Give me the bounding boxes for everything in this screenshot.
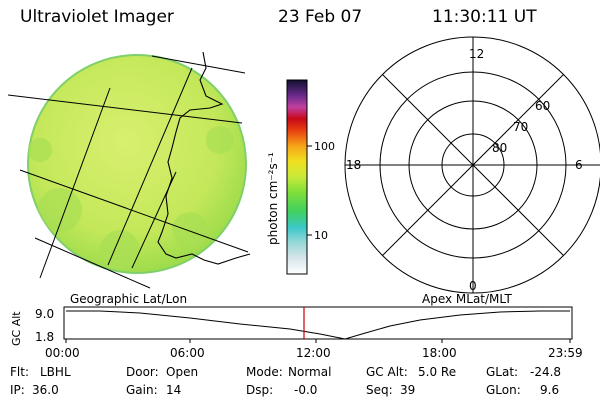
coastline <box>157 51 251 265</box>
altitude-y-high: 9.0 <box>35 307 54 321</box>
altitude-axis-label: GC Alt <box>10 311 23 346</box>
info-door-label: Door: <box>126 365 159 379</box>
date-label: 23 Feb 07 <box>278 7 363 27</box>
colorbar <box>286 79 308 275</box>
info-seq-value: 39 <box>400 383 416 397</box>
info-seq-label: Seq: <box>366 383 393 397</box>
polar-grid <box>344 36 600 294</box>
earth-disk-image <box>27 54 247 274</box>
altitude-x-ticks <box>65 339 571 343</box>
info-dsp-label: Dsp: <box>246 383 274 397</box>
info-glon-label: GLon: <box>486 383 521 397</box>
info-gcalt-label: GC Alt: <box>366 365 408 379</box>
polar-label-80: 80 <box>492 141 507 155</box>
colorbar-ticks <box>307 145 312 236</box>
info-ip-label: IP: <box>10 383 25 397</box>
colorbar-unit-label: photon cm⁻²s⁻¹ <box>266 152 280 245</box>
colorbar-tick-10: 10 <box>314 229 328 242</box>
info-filter-value: LBHL <box>40 365 71 379</box>
info-mode-value: Normal <box>288 365 332 379</box>
time-tick-1200: 12:00 <box>296 346 331 360</box>
polar-label-70: 70 <box>513 120 528 134</box>
info-filter-label: Flt: <box>10 365 29 379</box>
polar-label-12: 12 <box>469 47 484 61</box>
colorbar-tick-100: 100 <box>314 140 335 153</box>
info-gain-value: 14 <box>166 383 182 397</box>
caption-geographic: Geographic Lat/Lon <box>70 292 188 306</box>
altitude-plot-frame <box>63 306 573 340</box>
time-tick-1800: 18:00 <box>422 346 457 360</box>
time-label: 11:30:11 UT <box>432 7 537 27</box>
time-tick-0000: 00:00 <box>45 346 80 360</box>
polar-label-60: 60 <box>535 99 550 113</box>
polar-label-6: 6 <box>575 158 583 172</box>
info-glat-label: GLat: <box>486 365 519 379</box>
app-title: Ultraviolet Imager <box>20 7 174 27</box>
info-gain-label: Gain: <box>126 383 158 397</box>
altitude-y-low: 1.8 <box>35 330 54 344</box>
altitude-curve <box>66 310 570 340</box>
info-mode-label: Mode: <box>246 365 283 379</box>
info-door-value: Open <box>166 365 199 379</box>
time-tick-2359: 23:59 <box>548 346 583 360</box>
info-glon-value: 9.6 <box>540 383 560 397</box>
time-tick-0600: 06:00 <box>170 346 205 360</box>
info-dsp-value: -0.0 <box>294 383 318 397</box>
info-ip-value: 36.0 <box>32 383 59 397</box>
polar-label-18: 18 <box>346 158 361 172</box>
info-gcalt-value: 5.0 Re <box>418 365 457 379</box>
caption-apex: Apex MLat/MLT <box>422 292 512 306</box>
polar-label-0: 0 <box>469 279 477 293</box>
info-glat-value: -24.8 <box>530 365 562 379</box>
